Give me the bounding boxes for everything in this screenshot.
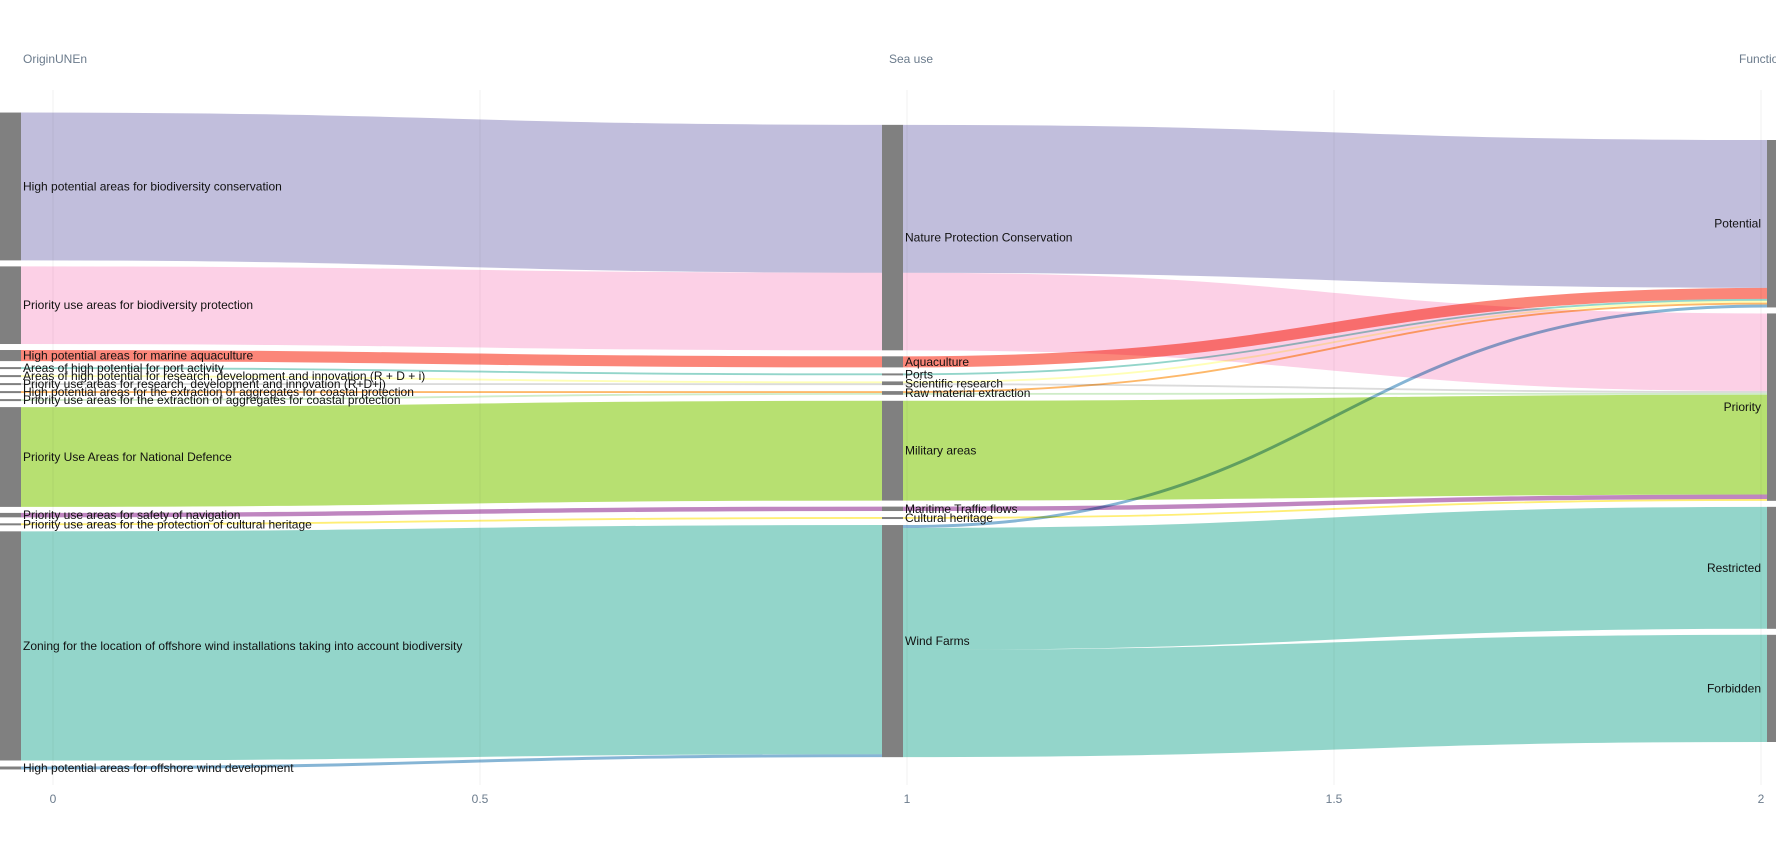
sankey-node-label-pu_def: Priority Use Areas for National Defence (23, 450, 232, 464)
sankey-node-label-mtf: Maritime Traffic flows (905, 502, 1017, 516)
sankey-node-hp_aqua[interactable] (0, 350, 21, 362)
sankey-node-label-pu_rdi: Priority use areas for research, develop… (23, 377, 386, 391)
sankey-node-pu_agg[interactable] (0, 399, 21, 402)
sankey-link-hp_wind-wind (20, 754, 883, 770)
sankey-node-label-hp_port: Areas of high potential for port activit… (23, 361, 224, 375)
sankey-link-wind-forb (902, 634, 1768, 758)
sankey-node-hp_rdi[interactable] (0, 375, 21, 378)
sankey-node-ports[interactable] (882, 373, 903, 376)
sankey-link-aqua-pot (902, 287, 1768, 368)
sankey-node-label-pu_agg: Priority use areas for the extraction of… (23, 393, 401, 407)
sankey-link-hp_aqua-aqua (20, 350, 883, 368)
column-titles: OriginUNEn Sea use Function (23, 52, 1776, 66)
sankey-node-label-z_wind: Zoning for the location of offshore wind… (23, 639, 462, 653)
sankey-node-sci[interactable] (882, 381, 903, 386)
sankey-node-labels: High potential areas for biodiversity co… (23, 179, 1761, 775)
sankey-node-pot[interactable] (1767, 140, 1776, 308)
sankey-link-z_wind-wind (20, 525, 883, 761)
sankey-nodes (0, 112, 1776, 770)
sankey-node-pu_rdi[interactable] (0, 383, 21, 386)
sankey-node-label-pu_cult: Priority use areas for the protection of… (23, 517, 312, 531)
sankey-node-npc[interactable] (882, 124, 903, 351)
sankey-node-label-hp_wind: High potential areas for offshore wind d… (23, 761, 294, 775)
sankey-node-mtf[interactable] (882, 506, 903, 512)
sankey-node-label-hp_rdi: Areas of high potential for research, de… (23, 369, 425, 383)
sankey-node-label-ports: Ports (905, 367, 933, 381)
sankey-node-pri[interactable] (1767, 313, 1776, 501)
sankey-node-hp_bio[interactable] (0, 112, 21, 261)
sankey-link-sci-pot (902, 300, 1768, 384)
sankey-link-mil-pri (902, 394, 1768, 501)
sankey-node-label-aqua: Aquaculture (905, 355, 969, 369)
sankey-link-wind-pot (902, 304, 1768, 528)
sankey-link-sci-pri (902, 383, 1768, 393)
sankey-node-label-res: Restricted (1707, 561, 1761, 575)
sankey-node-pu_cult[interactable] (0, 523, 21, 526)
x-tick-label: 0 (50, 792, 57, 806)
sankey-node-label-pri: Priority (1724, 400, 1761, 414)
sankey-link-wind-res (902, 506, 1768, 650)
sankey-node-aqua[interactable] (882, 356, 903, 368)
sankey-link-hp_rdi-sci (20, 375, 883, 384)
sankey-links (20, 112, 1768, 770)
sankey-link-mtf-pri (902, 494, 1768, 512)
sankey-link-hp_bio-npc (20, 112, 883, 273)
x-tick-label: 0.5 (472, 792, 489, 806)
sankey-node-label-sci: Scientific research (905, 376, 1003, 390)
sankey-node-label-cult: Cultural heritage (905, 511, 993, 525)
sankey-node-label-forb: Forbidden (1707, 681, 1761, 695)
sankey-link-ports-pot (902, 298, 1768, 376)
sankey-node-z_wind[interactable] (0, 531, 21, 761)
sankey-link-hp_port-ports (20, 367, 883, 376)
sankey-node-cult[interactable] (882, 517, 903, 520)
column-title-origin: OriginUNEn (23, 52, 87, 66)
sankey-node-label-hp_bio: High potential areas for biodiversity co… (23, 179, 282, 193)
sankey-node-label-pot: Potential (1714, 217, 1761, 231)
sankey-link-pu_cult-cult (20, 517, 883, 526)
sankey-node-label-hp_agg: High potential areas for the extraction … (23, 385, 414, 399)
sankey-node-pu_bio[interactable] (0, 266, 21, 345)
sankey-node-label-mil: Military areas (905, 444, 976, 458)
sankey-node-pu_def[interactable] (0, 407, 21, 507)
x-axis-ticks: 0 0.5 1 1.5 2 (50, 792, 1765, 806)
sankey-link-pu_agg-raw (20, 392, 883, 401)
sankey-node-mil[interactable] (882, 400, 903, 501)
sankey-node-label-raw: Raw material extraction (905, 386, 1030, 400)
sankey-node-forb[interactable] (1767, 634, 1776, 742)
x-tick-label: 1 (904, 792, 911, 806)
sankey-node-label-hp_aqua: High potential areas for marine aquacult… (23, 349, 253, 363)
sankey-link-pu_bio-npc (20, 266, 883, 351)
sankey-node-label-wind: Wind Farms (905, 634, 970, 648)
sankey-node-label-npc: Nature Protection Conservation (905, 231, 1072, 245)
sankey-node-label-pu_bio: Priority use areas for biodiversity prot… (23, 298, 253, 312)
sankey-link-pu_def-mil (20, 400, 883, 507)
column-title-function: Function (1739, 52, 1776, 66)
sankey-link-pu_nav-mtf (20, 506, 883, 518)
sankey-link-npc-pot (902, 124, 1768, 288)
x-tick-label: 1.5 (1326, 792, 1343, 806)
sankey-link-cult-pri (902, 498, 1768, 519)
sankey-node-raw[interactable] (882, 391, 903, 395)
sankey-link-raw-pot (902, 302, 1768, 393)
sankey-node-wind[interactable] (882, 525, 903, 758)
column-title-sea-use: Sea use (889, 52, 933, 66)
sankey-node-hp_port[interactable] (0, 367, 21, 370)
sankey-node-res[interactable] (1767, 506, 1776, 629)
sankey-node-pu_nav[interactable] (0, 512, 21, 518)
sankey-node-label-pu_nav: Priority use areas for safety of navigat… (23, 508, 240, 522)
x-tick-label: 2 (1758, 792, 1765, 806)
sankey-node-hp_wind[interactable] (0, 766, 21, 770)
sankey-node-hp_agg[interactable] (0, 391, 21, 394)
